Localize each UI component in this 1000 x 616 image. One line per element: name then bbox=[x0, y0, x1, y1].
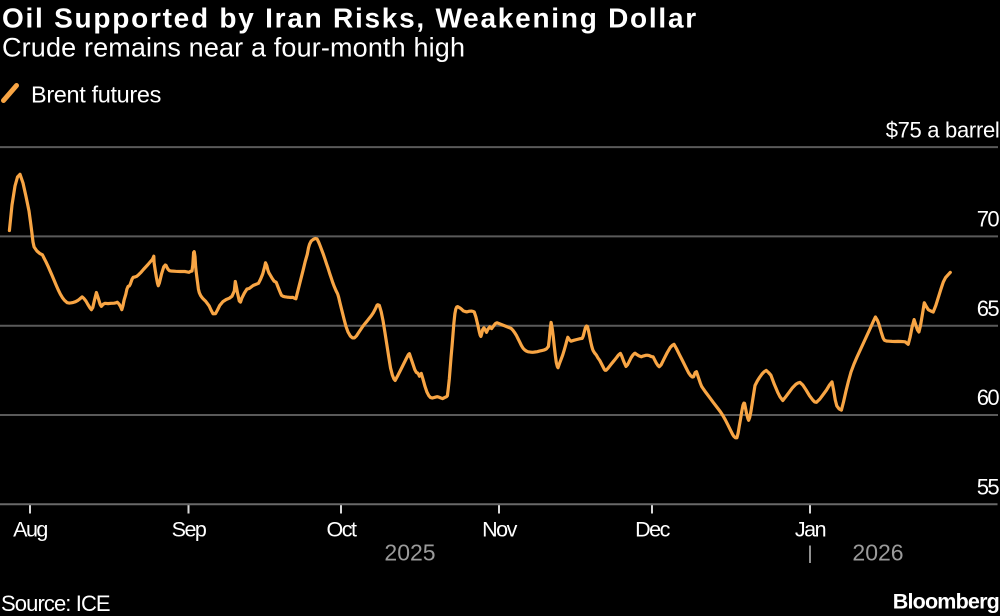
svg-text:Crude remains near a four-mont: Crude remains near a four-month high bbox=[2, 33, 465, 63]
svg-text:Oct: Oct bbox=[327, 518, 357, 542]
svg-text:60: 60 bbox=[977, 385, 1000, 410]
svg-text:65: 65 bbox=[977, 296, 1000, 321]
svg-text:2026: 2026 bbox=[852, 540, 903, 566]
svg-text:55: 55 bbox=[977, 474, 1000, 499]
svg-text:Brent futures: Brent futures bbox=[31, 82, 161, 108]
svg-text:Oil Supported by Iran Risks, W: Oil Supported by Iran Risks, Weakening D… bbox=[2, 3, 698, 34]
svg-text:Dec: Dec bbox=[635, 518, 670, 542]
svg-text:70: 70 bbox=[977, 207, 1000, 232]
svg-text:2025: 2025 bbox=[384, 540, 435, 566]
svg-text:Jan: Jan bbox=[795, 518, 826, 542]
svg-text:Source: ICE: Source: ICE bbox=[1, 591, 110, 616]
svg-text:$75 a barrel: $75 a barrel bbox=[886, 117, 1000, 142]
svg-text:Aug: Aug bbox=[13, 518, 47, 542]
svg-text:Sep: Sep bbox=[172, 518, 207, 542]
svg-text:Bloomberg: Bloomberg bbox=[893, 590, 999, 614]
svg-text:Nov: Nov bbox=[482, 518, 517, 542]
